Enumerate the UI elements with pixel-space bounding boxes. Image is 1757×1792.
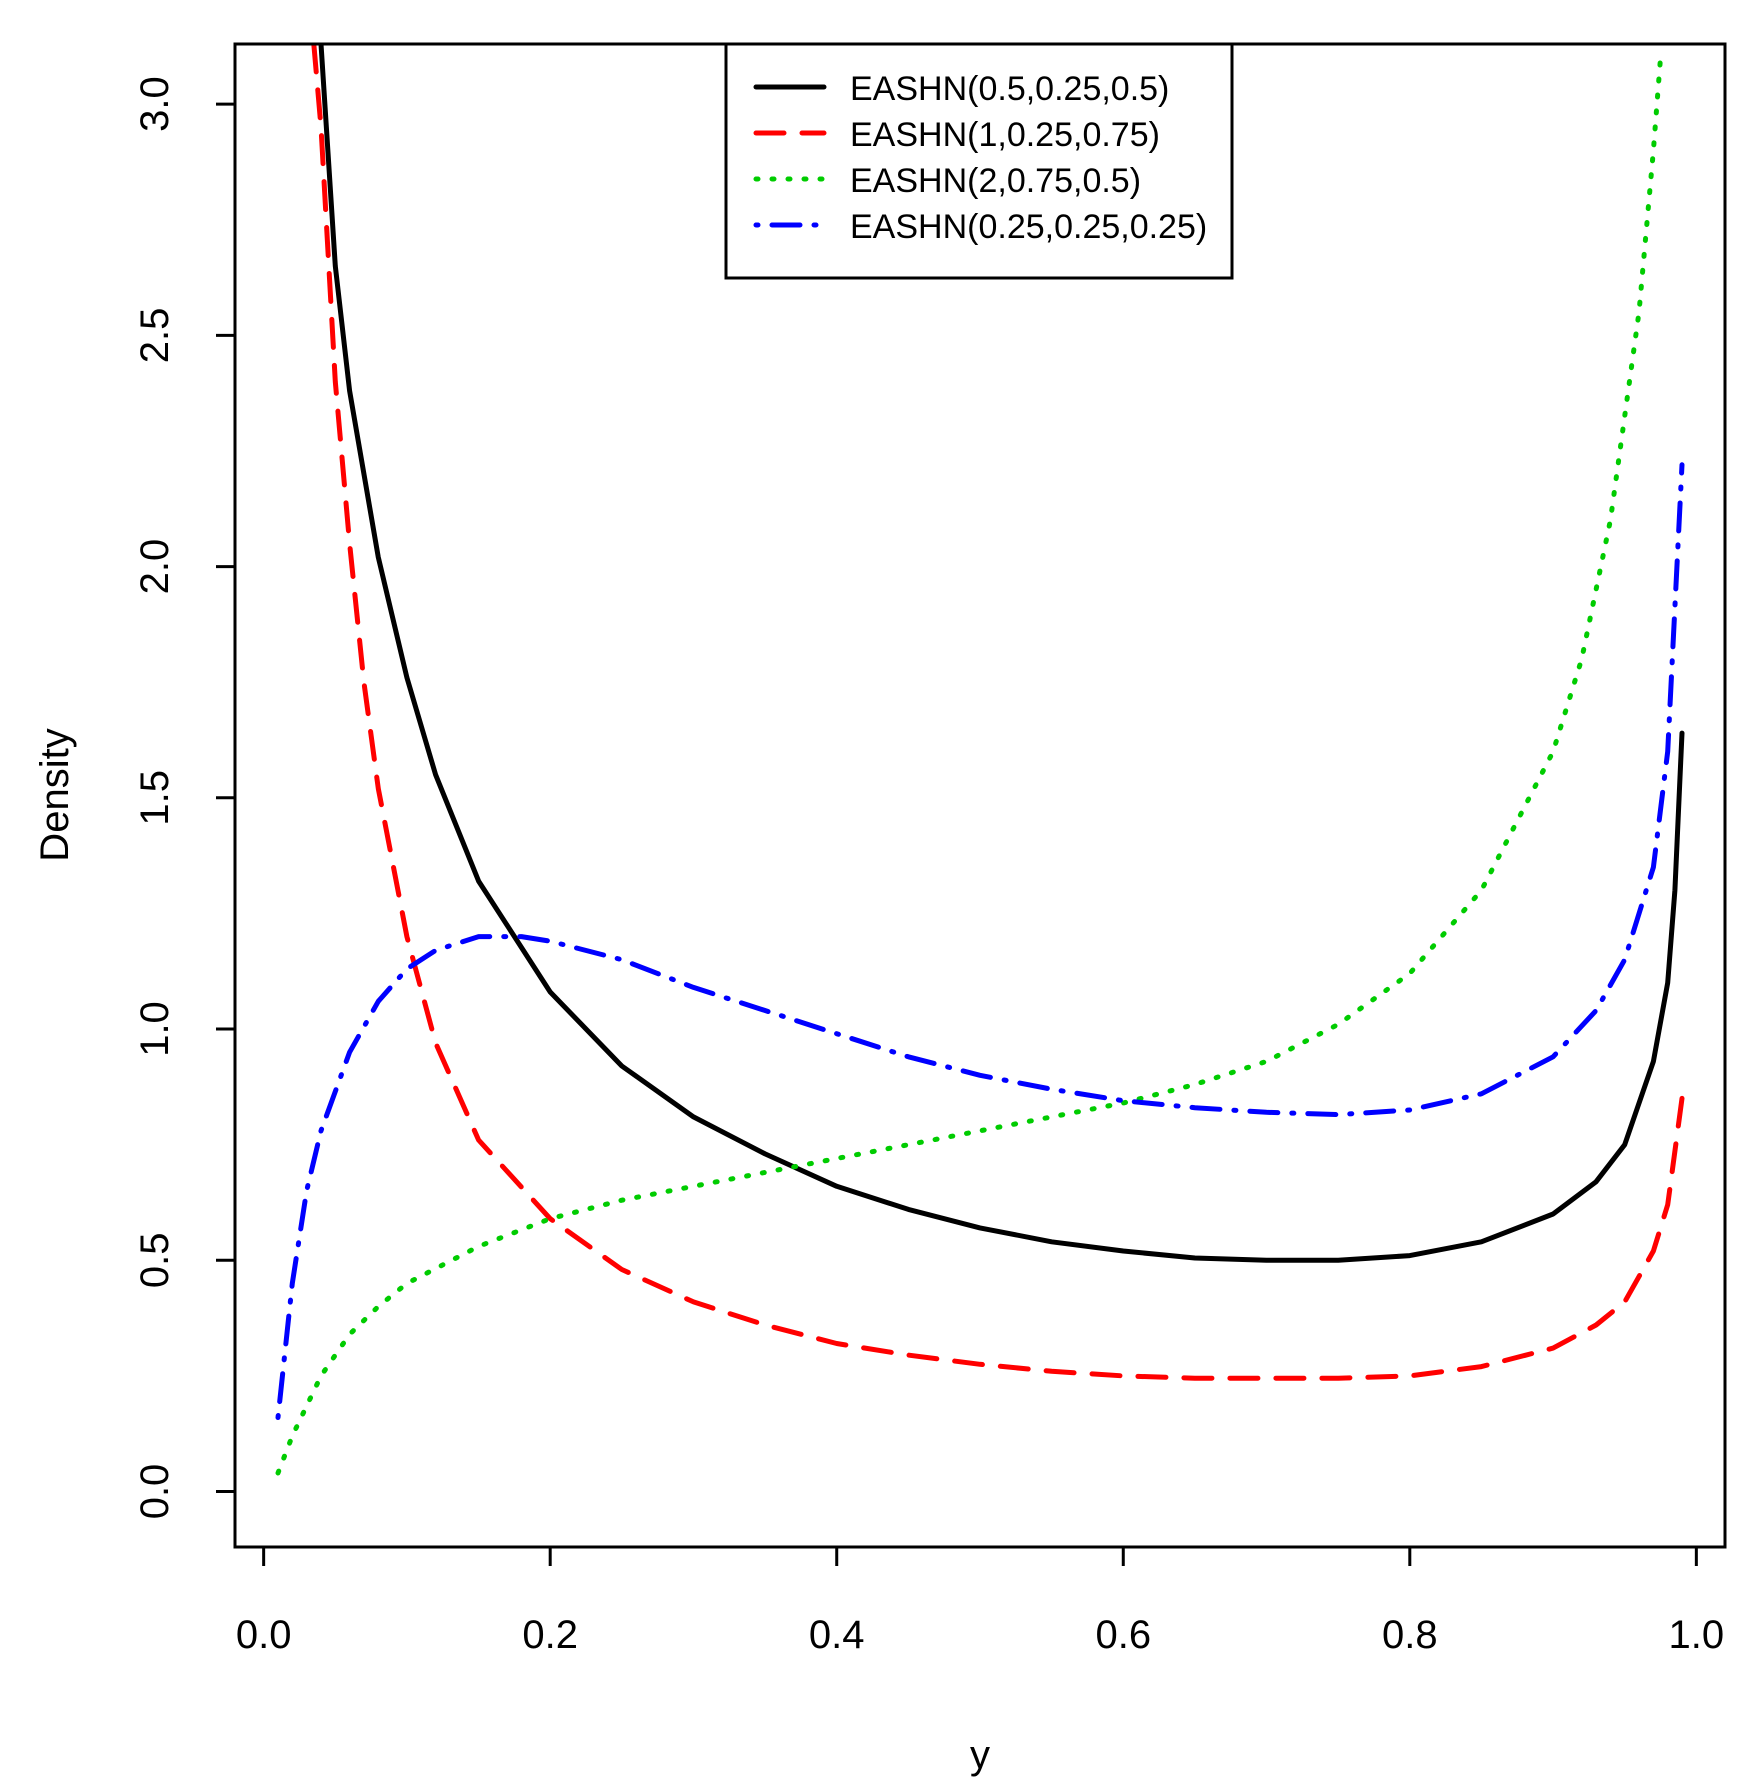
y-tick-label: 2.5 xyxy=(133,308,177,364)
y-tick-label: 1.5 xyxy=(133,770,177,826)
x-tick-label: 0.6 xyxy=(1095,1613,1151,1657)
series-line-4 xyxy=(275,462,1685,1420)
x-tick-label: 0.0 xyxy=(236,1613,292,1657)
y-tick-label: 3.0 xyxy=(133,76,177,132)
series-layer xyxy=(275,44,1685,1476)
legend-box xyxy=(724,42,1234,280)
legend-label-2: EASHN(1,0.25,0.75) xyxy=(850,116,1160,154)
x-axis: 0.0 0.2 0.4 0.6 0.8 1.0 xyxy=(236,1545,1725,1657)
series-line-3 xyxy=(275,55,1663,1476)
series-line-2 xyxy=(311,44,1685,1381)
y-axis: 0.0 0.5 1.0 1.5 2.0 2.5 3.0 xyxy=(133,76,237,1520)
legend: EASHN(0.5,0.25,0.5) EASHN(1,0.25,0.75) EAS… xyxy=(724,42,1234,280)
legend-label-4: EASHN(0.25,0.25,0.25) xyxy=(850,208,1207,246)
series-line-1 xyxy=(318,44,1685,1263)
x-tick-label: 0.4 xyxy=(809,1613,865,1657)
y-tick-label: 0.0 xyxy=(133,1464,177,1520)
x-tick-label: 0.2 xyxy=(522,1613,578,1657)
x-tick-label: 1.0 xyxy=(1669,1613,1725,1657)
y-tick-label: 2.0 xyxy=(133,539,177,595)
y-tick-label: 1.0 xyxy=(133,1001,177,1057)
legend-label-3: EASHN(2,0.75,0.5) xyxy=(850,162,1141,200)
x-tick-label: 0.8 xyxy=(1382,1613,1438,1657)
legend-label-1: EASHN(0.5,0.25,0.5) xyxy=(850,70,1169,108)
y-tick-label: 0.5 xyxy=(133,1232,177,1288)
x-axis-label: y xyxy=(970,1733,990,1777)
y-axis-label: Density xyxy=(33,728,77,861)
